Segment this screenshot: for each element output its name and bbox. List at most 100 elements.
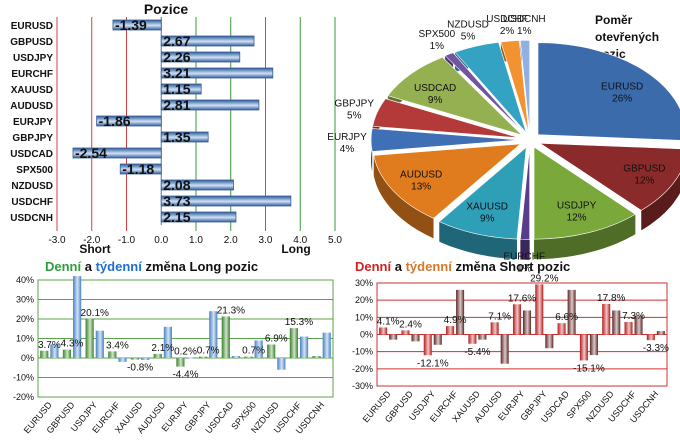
pie-slice-label: USDJPY (557, 201, 597, 212)
x-tick-label: 5.0 (328, 235, 342, 246)
category-label: NZDUSD (11, 181, 53, 192)
pie-slice-wall (439, 221, 517, 260)
long-change-bar-chart: Denní a týdenní změna Long pozic -20% -10%… (13, 259, 334, 436)
x-tick-label: 4.0 (293, 235, 307, 246)
data-label: 7.1% (488, 311, 511, 322)
pie-slice-percent: 1% (517, 264, 532, 275)
series-1-bar (389, 334, 398, 340)
data-label: 29.2% (530, 273, 558, 284)
series-0-bar (512, 304, 521, 335)
position-bar (96, 115, 162, 127)
series-0-bar (624, 321, 633, 335)
y-tick-label: 10% (355, 312, 373, 322)
series-0-bar (85, 318, 94, 358)
position-bar (160, 35, 255, 47)
pie-slice-percent: 12% (567, 213, 587, 224)
series-1-bar (634, 315, 643, 335)
pie-slice (444, 52, 525, 134)
series-1-bar (322, 332, 331, 358)
pie-slice (373, 143, 522, 219)
category-label: XAUUSD (11, 85, 53, 96)
category-label: USDCAD (10, 149, 53, 160)
category-label: EURCHF (11, 69, 53, 80)
pie-slice-label: XAUUSD (466, 202, 508, 213)
value-label: -1.86 (99, 113, 131, 129)
data-label: 4.3% (61, 339, 84, 350)
category-label: GBPUSD (10, 37, 53, 48)
series-0-bar (423, 334, 432, 356)
pie-slice (387, 56, 522, 136)
chart-title-part: týdenní (96, 259, 143, 274)
y-tick-label: 20% (16, 314, 34, 324)
pie-slice-label: SPX500 (418, 29, 455, 40)
series-0-bar (602, 303, 611, 335)
y-tick-label: 0% (21, 353, 34, 363)
pie-slice-wall (373, 155, 434, 239)
y-tick-label: 40% (16, 275, 34, 285)
category-label: EURUSD (11, 21, 53, 32)
series-1-bar (589, 334, 598, 356)
position-bar (160, 99, 260, 111)
pie-slice (438, 146, 527, 240)
pie-slice-percent: 1% (517, 26, 532, 37)
data-label: 0.7% (197, 346, 220, 357)
value-label: 3.73 (163, 193, 190, 209)
series-1-bar (411, 334, 420, 342)
y-tick-label: -10% (352, 347, 373, 357)
pie-slice-label: AUDUSD (400, 170, 442, 181)
pie-slice-percent: 5% (347, 111, 362, 122)
series-1-bar (299, 336, 309, 358)
series-0-bar (244, 356, 253, 358)
data-label: 17.8% (597, 293, 625, 304)
pie-slice-wall (641, 173, 680, 231)
series-0-bar (401, 330, 410, 335)
series-1-bar (231, 356, 241, 358)
pie-slice-side (439, 221, 517, 260)
pie-title-line: Poměr (595, 13, 633, 27)
plot-frame (376, 282, 668, 387)
chart-title: Denní a týdenní změna Short pozic (355, 259, 570, 274)
series-1-bar (612, 310, 621, 335)
pie-slice-label: GBPJPY (335, 99, 375, 110)
pie-slice-label: EURCHF (503, 252, 545, 263)
series-1-bar (567, 289, 576, 335)
pie-slice-side (373, 155, 434, 239)
series-1-bar (656, 331, 665, 335)
data-label: 21.3% (217, 305, 245, 316)
y-tick-label: 30% (355, 278, 373, 288)
pie-slice-label: USDCAD (414, 83, 456, 94)
series-1-bar (254, 340, 263, 358)
pie-slice (500, 40, 529, 133)
x-tick-label: 1.0 (189, 235, 203, 246)
position-bar (119, 163, 162, 175)
position-bar (160, 195, 292, 207)
data-label: 0.2% (174, 347, 197, 358)
pie-slice-percent: 13% (411, 182, 431, 193)
value-label: 2.81 (163, 97, 190, 113)
pie-slice (520, 147, 530, 240)
data-label: 3.4% (106, 340, 129, 351)
data-label: 3.7% (38, 340, 61, 351)
pie-slice-side (534, 214, 636, 260)
x-tick-label: -2.0 (83, 235, 101, 246)
pie-slice-wall (534, 214, 636, 260)
chart-title: Pozice (144, 1, 189, 17)
data-label: 7.3% (622, 311, 645, 322)
series-1-bar (277, 358, 286, 370)
data-label: -3.3% (643, 343, 669, 354)
category-label: USDJPY (13, 53, 53, 64)
pie-slice-side (520, 239, 530, 260)
pie-slice (370, 128, 520, 152)
position-bar (160, 131, 209, 143)
series-0-bar (468, 334, 477, 344)
pie-slice-side (641, 173, 680, 231)
data-label: 17.6% (508, 293, 536, 304)
y-tick-label: 30% (16, 295, 34, 305)
x-tick-label: -1.0 (118, 235, 136, 246)
pie-slice (454, 42, 527, 133)
series-1-bar (433, 334, 442, 345)
series-0-bar (199, 356, 208, 358)
data-label: -4.4% (172, 370, 198, 381)
short-change-bar-chart: Denní a týdenní změna Short pozic -30% -20… (352, 259, 669, 425)
chart-title-part: Denní (355, 259, 392, 274)
